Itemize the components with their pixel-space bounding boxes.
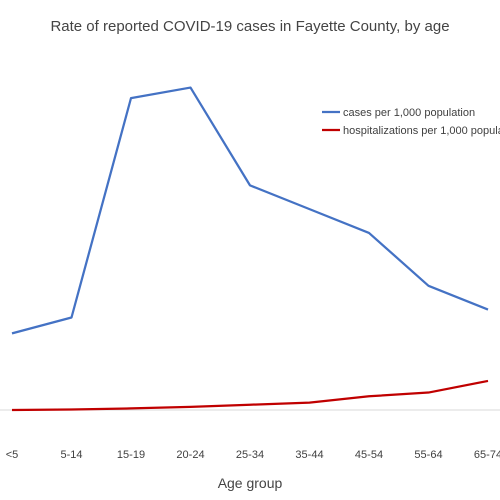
legend: cases per 1,000 population hospitalizatio…: [322, 107, 500, 137]
series-line-hospitalizations: [11, 379, 489, 412]
x-tick-label: 35-44: [295, 449, 323, 461]
x-tick-label: 5-14: [60, 449, 82, 461]
legend-label: cases per 1,000 population: [343, 107, 475, 119]
x-tick-label: 65-74: [474, 449, 500, 461]
series-layer: [11, 86, 489, 412]
x-tick-label: 45-54: [355, 449, 383, 461]
x-axis-label: Age group: [217, 475, 283, 491]
legend-label: hospitalizations per 1,000 population: [343, 125, 500, 137]
x-tick-label: <5: [6, 449, 19, 461]
x-tick-label: 15-19: [117, 449, 145, 461]
x-tick-label: 55-64: [414, 449, 442, 461]
chart-title: Rate of reported COVID-19 cases in Fayet…: [50, 18, 450, 35]
x-tick-label: 20-24: [176, 449, 204, 461]
x-tick-labels: <5 5-14 15-19 20-24 25-34 35-44 45-54 55-64 65-7…: [6, 449, 500, 461]
x-tick-label: 25-34: [236, 449, 264, 461]
